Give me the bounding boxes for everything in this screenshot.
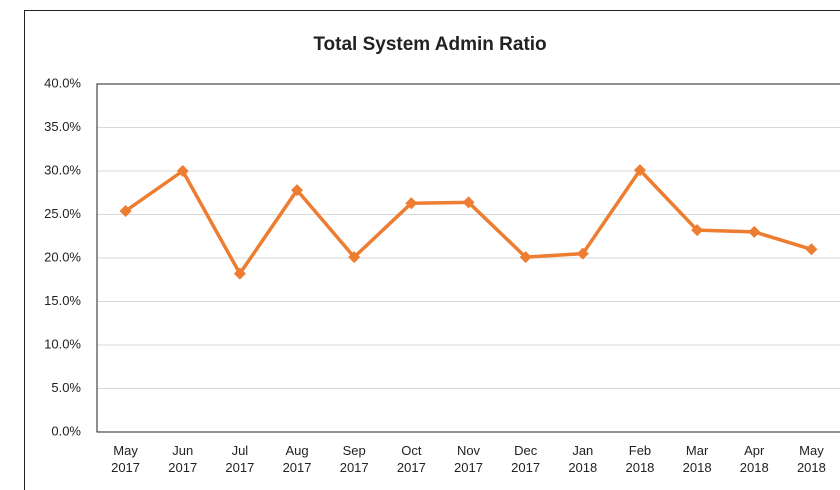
marker: [176, 165, 189, 177]
y-tick-label: 0.0%: [51, 423, 81, 438]
y-tick-label: 35.0%: [44, 119, 81, 134]
x-tick-label: Sep 2017: [339, 443, 369, 475]
x-tick-label: Apr 2018: [739, 443, 769, 475]
marker: [233, 267, 246, 280]
y-tick-label: 10.0%: [44, 336, 81, 351]
chart-border: [24, 10, 840, 490]
x-tick-label: Jul 2017: [225, 443, 255, 475]
y-tick-label: 20.0%: [44, 249, 81, 264]
y-tick-label: 15.0%: [44, 293, 81, 308]
y-tick-label: 30.0%: [44, 162, 81, 177]
y-tick-label: 5.0%: [51, 380, 81, 395]
marker: [119, 205, 132, 218]
x-tick-label: Jan 2018: [568, 443, 598, 475]
x-tick-label: Mar 2018: [682, 443, 712, 475]
x-tick-label: Nov 2017: [454, 443, 483, 475]
marker: [348, 251, 361, 264]
x-tick-label: Jun 2017: [168, 443, 198, 475]
marker: [748, 225, 761, 238]
marker: [405, 197, 418, 210]
marker: [691, 224, 704, 237]
marker: [462, 196, 475, 209]
x-tick-label: Dec 2017: [511, 443, 541, 475]
x-tick-label: Oct 2017: [396, 443, 426, 475]
marker: [633, 164, 646, 177]
x-tick-label: Feb 2018: [625, 443, 655, 475]
chart-title: Total System Admin Ratio: [313, 34, 546, 55]
x-tick-label: May 2017: [111, 443, 141, 475]
marker: [519, 251, 532, 264]
x-tick-label: Aug 2017: [282, 443, 312, 475]
x-tick-label: May 2018: [796, 443, 826, 475]
marker: [805, 243, 818, 256]
y-tick-label: 25.0%: [44, 206, 81, 221]
y-tick-label: 40.0%: [44, 75, 81, 90]
marker: [291, 184, 304, 197]
marker: [576, 247, 589, 260]
plot-border: [96, 83, 840, 433]
